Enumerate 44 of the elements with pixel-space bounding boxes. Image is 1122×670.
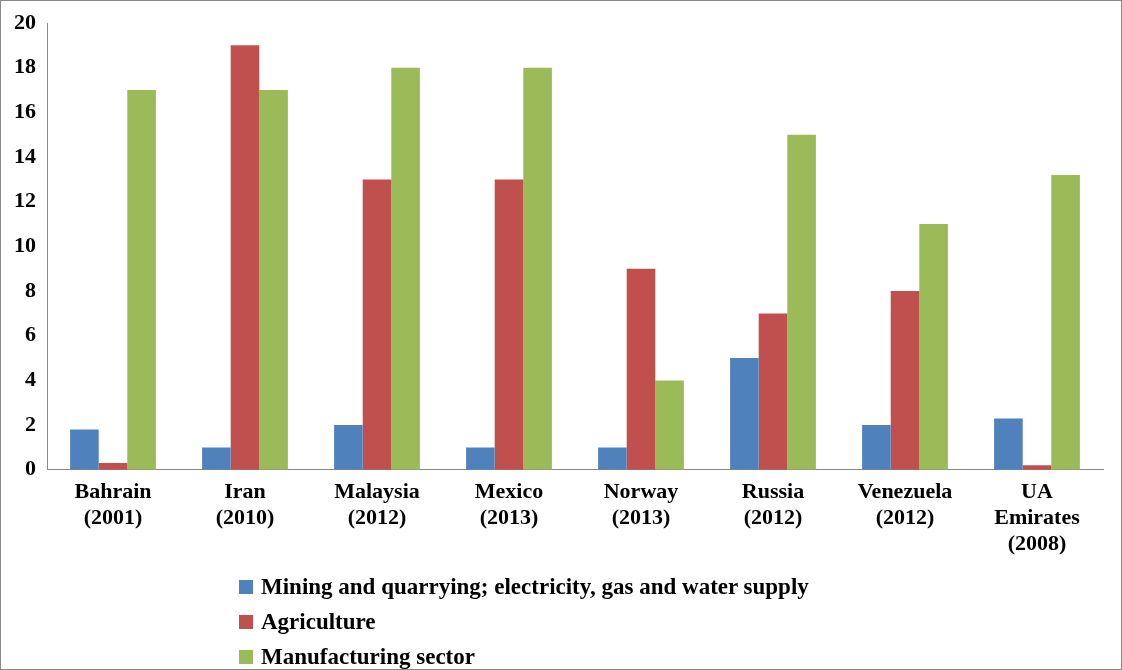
bar [494, 179, 524, 470]
y-tick-label: 20 [14, 8, 36, 34]
x-tick-label: Malaysia (2012) [334, 477, 420, 530]
y-tick-label: 0 [25, 455, 36, 481]
bar [466, 447, 495, 470]
legend-label: Mining and quarrying; electricity, gas and water supply [261, 573, 809, 601]
bar [730, 358, 759, 470]
bar [391, 67, 420, 470]
bar [758, 313, 788, 470]
y-tick-label: 16 [14, 98, 36, 124]
bar [862, 425, 891, 470]
bar [626, 268, 656, 470]
bar [523, 67, 552, 470]
y-tick-label: 6 [25, 321, 36, 347]
bar [70, 429, 99, 470]
bar [362, 179, 392, 470]
bar [787, 134, 816, 470]
y-tick-label: 14 [14, 142, 36, 168]
bar [598, 447, 627, 470]
x-tick-label: Bahrain (2001) [74, 477, 152, 530]
x-tick-label: Venezuela (2012) [857, 477, 953, 530]
bar [1051, 174, 1080, 470]
bar [994, 418, 1023, 470]
bar [259, 90, 288, 470]
x-tick-label: Norway (2013) [603, 477, 679, 530]
bar [655, 380, 684, 470]
y-tick-label: 8 [25, 276, 36, 302]
bar [127, 90, 156, 470]
x-tick-label: Mexico (2013) [474, 477, 544, 530]
x-tick-label: Iran (2010) [215, 477, 275, 530]
bar [919, 224, 948, 470]
bar [230, 45, 260, 470]
y-tick-label: 18 [14, 53, 36, 79]
y-tick-label: 10 [14, 232, 36, 258]
x-tick-label: UA Emirates (2008) [994, 477, 1081, 556]
bar [890, 291, 920, 470]
legend-label: Manufacturing sector [261, 643, 475, 670]
y-tick-label: 4 [25, 366, 36, 392]
y-tick-label: 12 [14, 187, 36, 213]
bar [334, 425, 363, 470]
y-tick-label: 2 [25, 410, 36, 436]
legend-label: Agriculture [261, 608, 376, 636]
bar [202, 447, 231, 470]
x-tick-label: Russia (2012) [741, 477, 805, 530]
